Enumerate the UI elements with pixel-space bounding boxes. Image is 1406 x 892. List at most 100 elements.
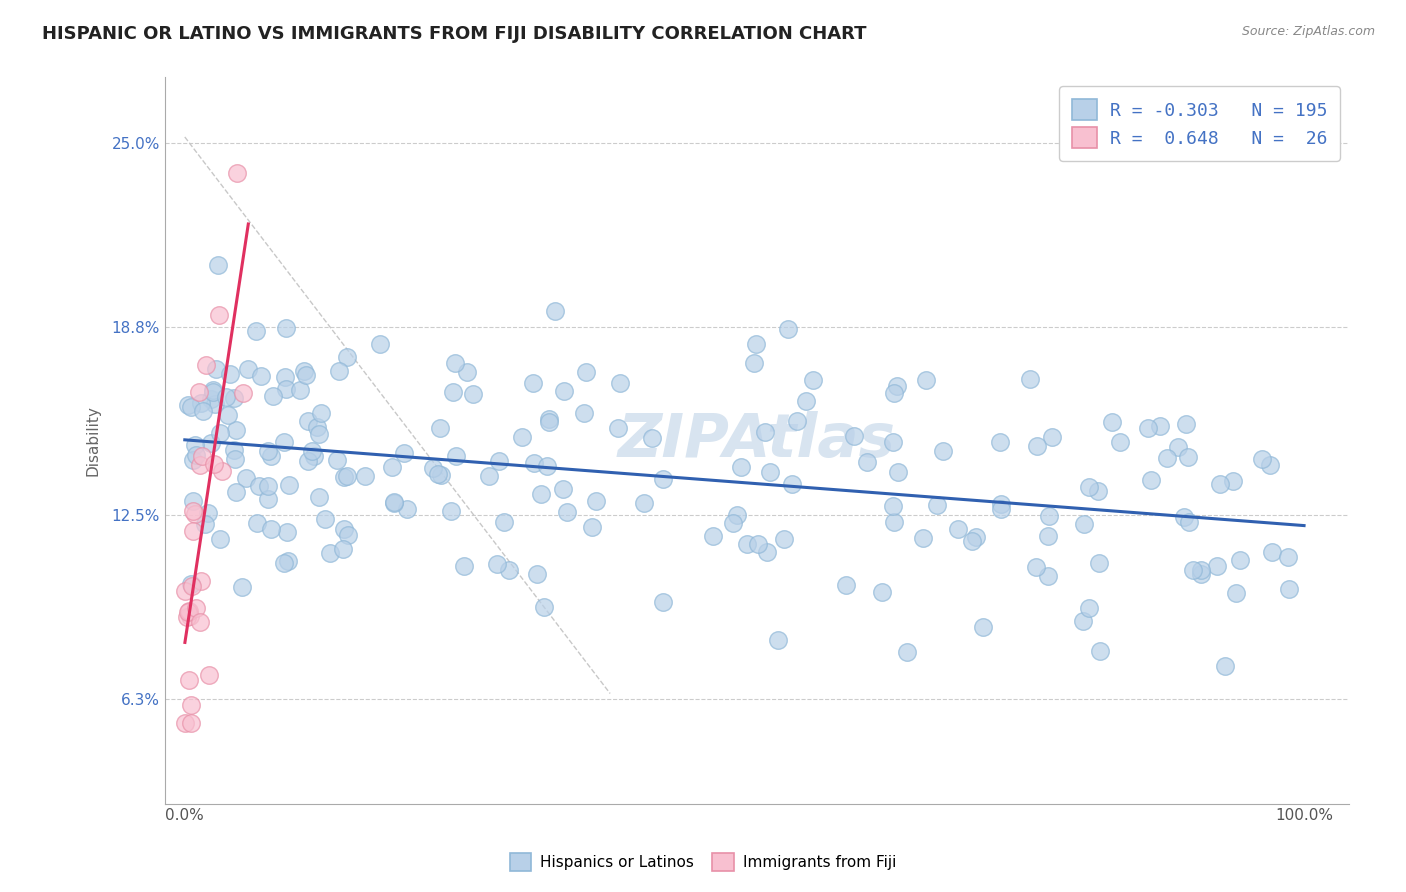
Point [1149, 419, 1171, 434]
Point [294, 368, 316, 382]
Point [396, 502, 419, 516]
Point [181, 494, 204, 508]
Point [1108, 434, 1130, 449]
Point [737, 536, 759, 550]
Point [274, 382, 297, 396]
Point [609, 376, 631, 391]
Point [886, 379, 908, 393]
Point [190, 574, 212, 589]
Point [188, 384, 211, 399]
Point [1225, 586, 1247, 600]
Point [801, 373, 824, 387]
Point [181, 504, 204, 518]
Point [606, 421, 628, 435]
Point [231, 581, 253, 595]
Point [1261, 545, 1284, 559]
Point [1078, 600, 1101, 615]
Point [444, 449, 467, 463]
Point [202, 458, 225, 472]
Point [1073, 517, 1095, 532]
Point [721, 516, 744, 531]
Point [215, 391, 238, 405]
Point [572, 406, 595, 420]
Point [786, 415, 808, 429]
Point [381, 459, 404, 474]
Point [188, 458, 211, 473]
Point [835, 577, 858, 591]
Point [177, 605, 200, 619]
Point [180, 578, 202, 592]
Point [633, 496, 655, 510]
Point [1036, 529, 1059, 543]
Point [382, 496, 405, 510]
Point [544, 304, 567, 318]
Point [245, 324, 267, 338]
Point [882, 499, 904, 513]
Point [1258, 458, 1281, 472]
Point [477, 469, 499, 483]
Point [184, 448, 207, 462]
Point [1167, 440, 1189, 454]
Point [429, 420, 451, 434]
Point [368, 337, 391, 351]
Point [180, 716, 202, 731]
Point [207, 258, 229, 272]
Point [1038, 508, 1060, 523]
Point [872, 585, 894, 599]
Point [972, 620, 994, 634]
Y-axis label: Disability: Disability [86, 405, 100, 476]
Point [960, 533, 983, 548]
Point [492, 515, 515, 529]
Point [842, 429, 865, 443]
Point [274, 321, 297, 335]
Point [522, 376, 544, 390]
Point [194, 516, 217, 531]
Point [1189, 563, 1212, 577]
Point [256, 479, 278, 493]
Point [510, 430, 533, 444]
Point [585, 493, 607, 508]
Point [177, 604, 200, 618]
Point [177, 673, 200, 687]
Point [204, 397, 226, 411]
Point [328, 364, 350, 378]
Point [1229, 552, 1251, 566]
Point [925, 498, 948, 512]
Point [652, 595, 675, 609]
Point [336, 469, 359, 483]
Point [988, 435, 1011, 450]
Point [202, 383, 225, 397]
Point [224, 451, 246, 466]
Point [188, 615, 211, 629]
Point [209, 533, 232, 547]
Point [309, 406, 332, 420]
Point [197, 506, 219, 520]
Point [1173, 510, 1195, 524]
Point [485, 557, 508, 571]
Point [177, 398, 200, 412]
Point [274, 370, 297, 384]
Point [1101, 416, 1123, 430]
Point [179, 609, 201, 624]
Point [1140, 474, 1163, 488]
Point [742, 356, 765, 370]
Point [498, 563, 520, 577]
Point [856, 455, 879, 469]
Point [1222, 474, 1244, 488]
Point [1088, 556, 1111, 570]
Point [308, 427, 330, 442]
Point [1178, 515, 1201, 529]
Point [288, 384, 311, 398]
Point [308, 490, 330, 504]
Point [246, 516, 269, 531]
Point [200, 392, 222, 406]
Point [537, 415, 560, 429]
Point [326, 453, 349, 467]
Point [488, 454, 510, 468]
Point [181, 453, 204, 467]
Point [180, 577, 202, 591]
Point [523, 456, 546, 470]
Point [1215, 658, 1237, 673]
Point [1071, 615, 1094, 629]
Point [453, 558, 475, 573]
